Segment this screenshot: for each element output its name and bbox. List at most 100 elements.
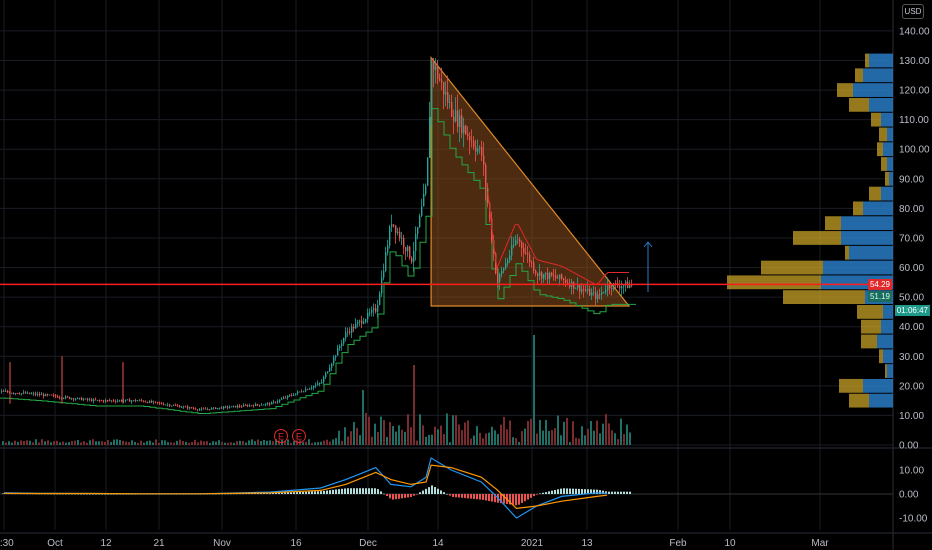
volume-bar — [365, 412, 367, 445]
candle-body — [519, 239, 521, 243]
projection-arrow[interactable] — [643, 241, 653, 292]
candle-body — [15, 393, 17, 394]
trailing-stop-line — [0, 108, 636, 414]
candle-body — [167, 404, 169, 406]
macd-histogram-bar — [425, 488, 427, 494]
volume-bar — [8, 441, 10, 445]
candle-body — [159, 402, 161, 404]
candle-body — [103, 400, 105, 402]
candle-body — [233, 405, 235, 407]
volume-bar — [35, 439, 37, 445]
macd-histogram-bar — [359, 488, 361, 494]
vp-up-bar — [841, 231, 893, 245]
macd-histogram-bar — [110, 494, 112, 495]
candle-body — [229, 407, 231, 409]
macd-histogram-bar — [65, 493, 67, 495]
triangle-drawing[interactable] — [430, 55, 631, 307]
price-axis[interactable]: 140.00 130.00 120.00 110.00 100.00 90.00 80.00… — [899, 26, 930, 451]
volume-bar — [353, 422, 355, 445]
candle-body — [99, 400, 101, 401]
volume-bar — [398, 425, 400, 445]
candle-body — [43, 394, 45, 397]
candle-body — [141, 400, 143, 401]
volume-bar — [125, 441, 127, 445]
candle-body — [333, 357, 335, 364]
candle-body — [335, 355, 337, 358]
volume-bar — [515, 438, 517, 445]
volume-bar — [71, 441, 73, 445]
price-tick-label: 50.00 — [899, 293, 924, 304]
price-tick-label: 10.00 — [899, 411, 924, 422]
candle-body — [289, 395, 291, 397]
time-axis[interactable]: 7:30 Oct 12 21 Nov 16 Dec 14 2021 13 Feb 10 Mar — [0, 538, 829, 549]
volume-bar — [545, 420, 547, 445]
candle-body — [121, 400, 123, 402]
volume-bar — [233, 442, 235, 445]
macd-histogram-bar — [500, 494, 502, 504]
macd-histogram-bar — [407, 494, 409, 498]
volume-bar — [341, 440, 343, 445]
volume-bar — [158, 442, 160, 445]
candle-body — [529, 254, 531, 263]
candle-body — [267, 403, 269, 405]
macd-histogram-bar — [335, 489, 337, 494]
candle-body — [55, 395, 57, 397]
macd-histogram-bar — [617, 491, 619, 494]
candle-body — [471, 140, 473, 142]
volume-bar — [323, 440, 325, 445]
macd-histogram-bar — [257, 493, 259, 494]
candle-body — [511, 245, 513, 256]
candle-body — [283, 397, 285, 399]
vp-up-bar — [849, 245, 893, 260]
macd-histogram-bar — [443, 492, 445, 494]
macd-histogram-bar — [263, 493, 265, 494]
candle-body — [93, 399, 95, 402]
candle-body — [347, 331, 349, 333]
vp-up-bar — [869, 97, 893, 112]
macd-histogram-bar — [302, 491, 304, 494]
candle-body — [319, 383, 321, 384]
macd-histogram-bar — [470, 494, 472, 499]
candle-body — [577, 284, 579, 289]
candle-body — [207, 408, 209, 410]
currency-label[interactable]: USD — [902, 4, 924, 19]
macd-histogram-bar — [275, 492, 277, 494]
volume-bar — [128, 442, 130, 445]
vp-down-bar — [853, 201, 863, 216]
volume-bar — [443, 434, 445, 445]
candle-body — [451, 101, 453, 117]
macd-histogram-bar — [329, 490, 331, 494]
macd-histogram-bar — [281, 492, 283, 494]
candle-body — [605, 290, 607, 292]
volume-bar — [614, 433, 616, 445]
macd-histogram-bar — [539, 493, 541, 495]
volume-bar — [161, 440, 163, 445]
macd-histogram-bar — [284, 492, 286, 494]
candle-body — [513, 244, 515, 246]
volume-bar — [326, 439, 328, 445]
candle-body — [157, 402, 159, 403]
volume-bar — [170, 442, 172, 445]
candle-body — [263, 404, 265, 406]
volume-bar — [410, 427, 412, 445]
candle-body — [619, 286, 621, 289]
candle-body — [27, 392, 29, 394]
macd-histogram-bar — [620, 491, 622, 494]
volume-profile — [727, 53, 893, 408]
candle-body — [559, 274, 561, 279]
volume-bar — [305, 441, 307, 445]
macd-histogram-bar — [266, 493, 268, 494]
macd-histogram-bar — [320, 491, 322, 494]
candle-body — [509, 255, 511, 261]
volume-bar — [377, 432, 379, 445]
candle-body — [265, 403, 267, 405]
macd-histogram-bar — [95, 494, 97, 495]
volume-bar — [101, 441, 103, 445]
macd-histogram-bar — [356, 488, 358, 494]
volume-bar — [572, 421, 574, 445]
price-tick-label: 80.00 — [899, 204, 924, 215]
vp-down-bar — [855, 68, 863, 83]
volume-bar — [425, 436, 427, 445]
